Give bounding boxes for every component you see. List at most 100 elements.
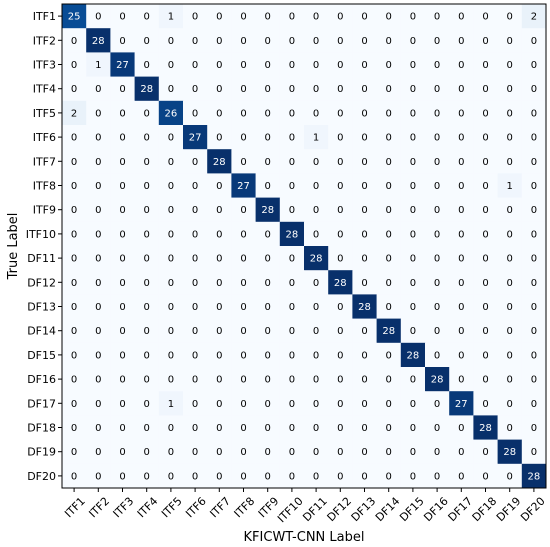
heatmap-cell (376, 100, 402, 126)
cell-value-label: 0 (265, 229, 271, 240)
heatmap-cell (110, 342, 135, 368)
cell-value-label: 0 (386, 205, 392, 216)
y-tick-label: DF11 (27, 252, 56, 265)
cell-value-label: 0 (410, 133, 416, 144)
cell-value-label: 0 (216, 205, 222, 216)
cell-value-label: 0 (240, 84, 246, 95)
cell-value-label: 0 (482, 375, 488, 386)
x-tick-label: ITF7 (207, 495, 233, 521)
heatmap-cell (134, 318, 160, 344)
heatmap-cell (328, 52, 353, 77)
heatmap-cell (183, 415, 208, 440)
cell-value-label: 0 (531, 399, 537, 410)
heatmap-cell (158, 246, 184, 271)
cell-value-label: 0 (482, 399, 488, 410)
cell-value-label: 0 (144, 229, 150, 240)
cell-value-label: 0 (361, 205, 367, 216)
cell-value-label: 0 (289, 326, 295, 337)
heatmap-cell (352, 391, 377, 416)
cell-value-label: 0 (289, 181, 295, 192)
heatmap-cell (110, 221, 135, 247)
heatmap-cell (207, 221, 232, 247)
cell-value-label: 0 (313, 423, 319, 434)
cell-value-label: 0 (289, 423, 295, 434)
heatmap-cell (183, 463, 208, 489)
cell-value-label: 0 (531, 181, 537, 192)
cell-value-label: 0 (95, 12, 101, 23)
cell-value-label: 0 (482, 447, 488, 458)
cell-value-label: 0 (216, 375, 222, 386)
heatmap-cell (425, 415, 450, 440)
heatmap-cell (473, 318, 498, 344)
cell-value-label: 0 (240, 326, 246, 337)
cell-value-label: 0 (119, 326, 125, 337)
heatmap-cell (231, 246, 256, 271)
heatmap-cell (304, 100, 329, 126)
cell-value-label: 0 (192, 447, 198, 458)
heatmap-cell (183, 342, 208, 368)
heatmap-cell (328, 100, 353, 126)
y-tick-label: ITF1 (33, 10, 56, 23)
cell-value-label: 0 (386, 399, 392, 410)
cell-value-label: 0 (361, 447, 367, 458)
heatmap-cell (86, 391, 111, 416)
heatmap-cell (473, 76, 498, 102)
heatmap-cell (521, 197, 547, 223)
heatmap-cell (521, 342, 547, 368)
heatmap-cell (255, 294, 281, 319)
cell-value-label: 0 (289, 278, 295, 289)
cell-value-label: 0 (434, 60, 440, 71)
heatmap-cell (110, 173, 135, 198)
cell-value-label: 0 (216, 133, 222, 144)
cell-value-label: 0 (361, 133, 367, 144)
heatmap-cell (376, 28, 402, 53)
heatmap-cell (497, 318, 523, 344)
heatmap-cell (207, 197, 232, 223)
cell-value-label: 0 (361, 108, 367, 119)
heatmap-cell (134, 342, 160, 368)
heatmap-cell (376, 4, 402, 29)
heatmap-cell (279, 4, 305, 29)
cell-value-label: 0 (313, 471, 319, 482)
heatmap-cell (425, 197, 450, 223)
cell-value-label: 0 (168, 181, 174, 192)
cell-value-label: 0 (119, 375, 125, 386)
heatmap-cell (376, 270, 402, 295)
heatmap-cell (158, 367, 184, 392)
heatmap-cell (425, 76, 450, 102)
cell-value-label: 0 (71, 471, 77, 482)
cell-value-label: 0 (313, 350, 319, 361)
heatmap-cell (425, 4, 450, 29)
cell-value-label: 0 (216, 423, 222, 434)
heatmap-cell (279, 221, 305, 247)
cell-value-label: 0 (71, 60, 77, 71)
heatmap-cell (304, 391, 329, 416)
cell-value-label: 0 (119, 447, 125, 458)
heatmap-cell (62, 197, 87, 223)
heatmap-cell (86, 149, 111, 174)
heatmap-cell (110, 463, 135, 489)
heatmap-cell (255, 439, 281, 465)
cell-value-label: 0 (192, 205, 198, 216)
heatmap-cell (521, 76, 547, 102)
cell-value-label: 0 (119, 302, 125, 313)
heatmap-cell (425, 173, 450, 198)
cell-value-label: 0 (458, 36, 464, 47)
cell-value-label: 0 (216, 399, 222, 410)
heatmap-cell (328, 318, 353, 344)
heatmap-cell (328, 294, 353, 319)
cell-value-label: 0 (313, 84, 319, 95)
cell-value-label: 28 (479, 423, 492, 434)
heatmap-cell (207, 4, 232, 29)
cell-value-label: 0 (337, 60, 343, 71)
cell-value-label: 0 (95, 471, 101, 482)
heatmap-cell (110, 439, 135, 465)
cell-value-label: 0 (434, 254, 440, 265)
x-tick-label: DF16 (421, 495, 451, 525)
cell-value-label: 0 (95, 399, 101, 410)
heatmap-cell (473, 100, 498, 126)
heatmap-cell (207, 318, 232, 344)
heatmap-cell (328, 246, 353, 271)
heatmap-cell (497, 342, 523, 368)
heatmap-cell (134, 149, 160, 174)
